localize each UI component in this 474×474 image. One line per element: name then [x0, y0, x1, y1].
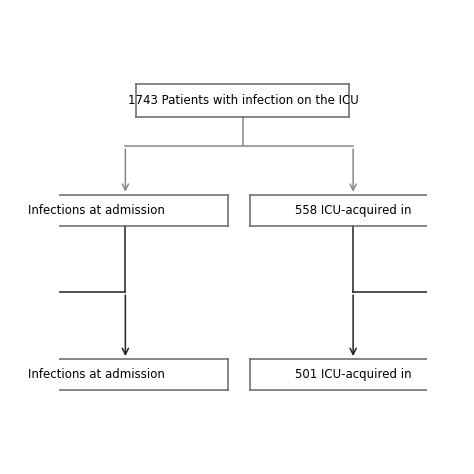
Text: 501 ICU-acquired in: 501 ICU-acquired in — [295, 368, 411, 381]
Bar — [250, 195, 456, 226]
Bar — [22, 195, 228, 226]
Bar — [250, 359, 456, 390]
Text: 558 ICU-acquired in: 558 ICU-acquired in — [295, 204, 411, 217]
Text: Infections at admission: Infections at admission — [28, 368, 165, 381]
Text: Infections at admission: Infections at admission — [28, 204, 165, 217]
Bar — [137, 84, 349, 117]
Bar — [22, 359, 228, 390]
Text: 1743 Patients with infection on the ICU: 1743 Patients with infection on the ICU — [128, 94, 358, 107]
